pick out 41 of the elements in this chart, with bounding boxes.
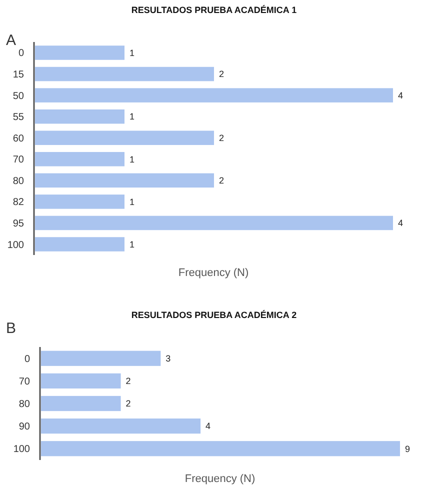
y-tick-label: 55	[12, 112, 24, 124]
text: A	[6, 32, 16, 49]
y-tick-label: 0	[18, 48, 24, 60]
y-tick-label: 70	[12, 154, 24, 166]
chart-title: RESULTADOS PRUEBA ACADÉMICA 1	[131, 5, 297, 15]
y-tick-label: 100	[13, 444, 30, 456]
data-label: 4	[398, 218, 404, 228]
data-label: 2	[219, 176, 224, 186]
bar	[41, 396, 121, 412]
x-axis-title: Frequency (N)	[178, 267, 249, 279]
data-label: 3	[166, 354, 171, 364]
bar	[41, 350, 161, 366]
y-tick-label: 100	[7, 240, 24, 251]
bar	[41, 418, 201, 434]
data-label: 9	[405, 444, 410, 454]
data-label: 1	[130, 196, 135, 207]
data-label: 1	[130, 112, 135, 122]
data-label: 4	[206, 421, 211, 432]
data-label: 4	[398, 90, 404, 100]
data-label: 2	[219, 69, 224, 80]
chart-title: RESULTADOS PRUEBA ACADÉMICA 2	[131, 310, 297, 320]
y-tick-label: 50	[12, 90, 24, 102]
y-tick-label: 80	[18, 399, 30, 410]
data-label: 1	[130, 239, 135, 250]
y-tick-label: 0	[24, 354, 30, 365]
bar	[41, 441, 400, 456]
data-label: 1	[130, 154, 135, 164]
y-tick-label: 70	[18, 376, 30, 388]
y-tick-label: 95	[12, 218, 24, 230]
x-axis-title: Frequency (N)	[184, 473, 256, 485]
y-tick-label: 82	[12, 197, 24, 208]
y-tick-label: 90	[18, 422, 30, 433]
data-label: 2	[219, 133, 224, 144]
y-tick-label: 60	[12, 133, 24, 144]
text: B	[6, 320, 16, 337]
data-label: 2	[126, 398, 131, 409]
data-label: 1	[130, 48, 135, 58]
data-label: 2	[126, 376, 131, 386]
bar	[41, 373, 121, 388]
y-tick-label: 80	[12, 176, 24, 187]
y-tick-label: 15	[12, 70, 24, 81]
